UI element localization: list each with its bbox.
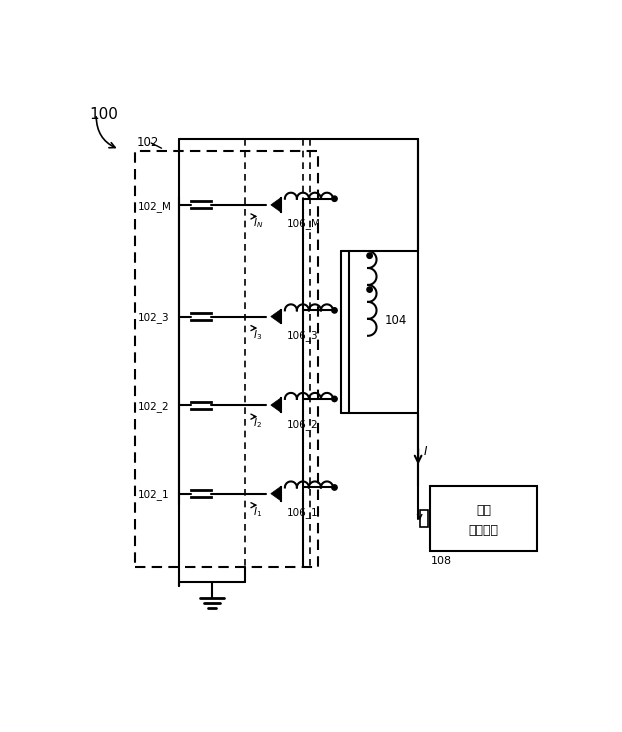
Text: $\mathit{I}_{2}$: $\mathit{I}_{2}$ [253,417,261,430]
Text: $\mathit{I}_{1}$: $\mathit{I}_{1}$ [253,505,262,519]
Text: 102_2: 102_2 [138,401,169,412]
Polygon shape [271,398,281,412]
Bar [430,486,537,551]
Circle shape [332,196,337,201]
Circle shape [332,307,337,313]
Bar [135,151,318,567]
Text: 102_3: 102_3 [138,313,169,324]
Text: $\mathit{I}_{N}$: $\mathit{I}_{N}$ [253,217,263,231]
Text: ユニット: ユニット [468,523,499,537]
Text: 106_3: 106_3 [287,330,318,341]
Text: 106_1: 106_1 [287,507,318,518]
Circle shape [332,396,337,402]
Polygon shape [271,487,281,501]
Circle shape [332,485,337,490]
Text: $\mathit{I}_{3}$: $\mathit{I}_{3}$ [253,328,262,342]
Text: 108: 108 [431,556,452,566]
Circle shape [367,253,373,258]
Circle shape [367,287,373,292]
Text: $\mathit{I}$: $\mathit{I}$ [424,445,429,458]
Text: 106_2: 106_2 [287,419,318,430]
Polygon shape [271,198,281,212]
Polygon shape [271,310,281,324]
Text: 102_M: 102_M [138,201,172,212]
Text: 100: 100 [90,107,118,122]
Text: 102: 102 [137,136,159,149]
Text: 102_1: 102_1 [138,490,169,501]
Text: 制御: 制御 [476,504,491,518]
Bar [420,510,428,527]
Text: 106_M: 106_M [287,218,320,229]
Text: 104: 104 [385,314,407,327]
